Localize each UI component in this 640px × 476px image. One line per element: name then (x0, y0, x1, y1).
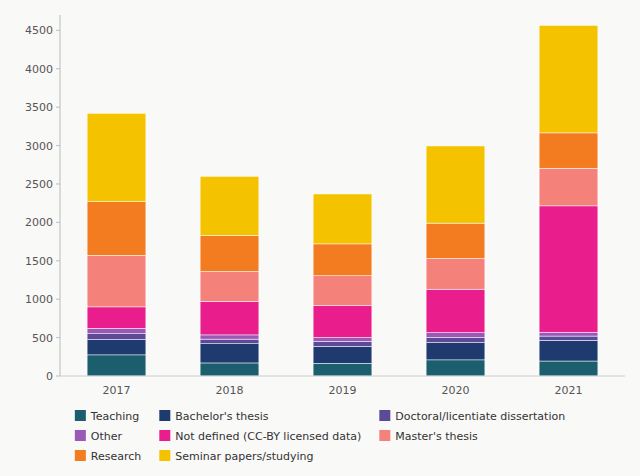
bar-segment (313, 244, 372, 276)
y-tick (56, 68, 60, 69)
y-tick (56, 337, 60, 338)
y-tick-label: 2500 (25, 178, 53, 191)
bar-segment (426, 343, 485, 360)
legend-item: Seminar papers/studying (159, 450, 313, 463)
x-axis: 2017 2018 2019 2020 2021 (60, 376, 625, 397)
bar-segment (200, 301, 259, 334)
bar-segment (200, 344, 259, 363)
legend-label: Master's thesis (395, 430, 478, 443)
y-tick-label: 0 (46, 370, 53, 383)
bar-segment (200, 363, 259, 376)
legend-label: Bachelor's thesis (175, 410, 268, 423)
legend-label: Other (91, 430, 123, 443)
bar-segment (539, 25, 598, 133)
bar-segment (426, 146, 485, 223)
bar-segment (87, 113, 146, 201)
bar-segment (426, 333, 485, 338)
legend-label: Teaching (90, 410, 139, 423)
bar-segment (87, 307, 146, 329)
legend-swatch (159, 450, 170, 461)
bars (87, 25, 598, 376)
legend-label: Seminar papers/studying (175, 450, 313, 463)
legend-item: Other (75, 430, 123, 443)
bar-segment (539, 133, 598, 168)
legend-label: Doctoral/licentiate dissertation (395, 410, 565, 423)
bar-segment (200, 339, 259, 344)
x-tick-label: 2021 (555, 384, 583, 397)
y-tick-label: 4000 (25, 63, 53, 76)
bar-segment (426, 338, 485, 343)
legend-item: Bachelor's thesis (159, 410, 268, 423)
y-tick (56, 30, 60, 31)
bar-segment (539, 168, 598, 206)
y-tick-label: 1000 (25, 293, 53, 306)
bar-segment (200, 235, 259, 271)
x-tick-label: 2020 (442, 384, 470, 397)
bar-segment (87, 202, 146, 256)
legend-label: Not defined (CC-BY licensed data) (175, 430, 361, 443)
y-tick (56, 183, 60, 184)
bar-segment (539, 336, 598, 340)
legend-item: Teaching (75, 410, 139, 423)
bar-segment (313, 346, 372, 363)
bar-segment (426, 223, 485, 258)
legend-item: Master's thesis (379, 430, 478, 443)
legend-swatch (379, 430, 390, 441)
legend-swatch (75, 410, 86, 421)
bar-segment (200, 272, 259, 302)
x-tick-label: 2017 (103, 384, 131, 397)
bar-segment (200, 176, 259, 235)
bar-segment (87, 255, 146, 306)
y-tick (56, 376, 60, 377)
legend-swatch (75, 430, 86, 441)
legend-swatch (379, 410, 390, 421)
legend-item: Doctoral/licentiate dissertation (379, 410, 565, 423)
bar-segment (539, 206, 598, 332)
y-tick (56, 222, 60, 223)
legend-item: Research (75, 450, 141, 463)
legend-item: Not defined (CC-BY licensed data) (159, 430, 361, 443)
y-tick-label: 1500 (25, 255, 53, 268)
bar-segment (87, 334, 146, 340)
bar-segment (426, 289, 485, 332)
bar-segment (313, 363, 372, 376)
bar-segment (539, 361, 598, 376)
bar-segment (313, 338, 372, 342)
y-tick-label: 3000 (25, 140, 53, 153)
bar-segment (313, 194, 372, 244)
chart: 0 500 1000 1500 2000 2500 3000 3500 4000 4500 2017… (0, 0, 640, 476)
x-tick-label: 2018 (216, 384, 244, 397)
x-tick-label: 2019 (329, 384, 357, 397)
bar-segment (313, 306, 372, 338)
bar-segment (539, 332, 598, 336)
bar-segment (426, 360, 485, 376)
bar-segment (87, 328, 146, 333)
y-tick-label: 500 (32, 332, 53, 345)
x-axis-line (60, 376, 625, 377)
bar-segment (200, 335, 259, 339)
bar-segment (313, 276, 372, 306)
legend-swatch (159, 410, 170, 421)
y-tick (56, 107, 60, 108)
y-tick (56, 145, 60, 146)
bar-segment (313, 341, 372, 346)
bar-segment (87, 340, 146, 355)
legend-swatch (75, 450, 86, 461)
bar-segment (426, 258, 485, 289)
y-tick-label: 2000 (25, 216, 53, 229)
y-tick (56, 260, 60, 261)
legend: Teaching Bachelor's thesis Doctoral/licent… (75, 410, 565, 463)
y-axis: 0 500 1000 1500 2000 2500 3000 3500 4000 4500 (25, 15, 60, 383)
y-tick-label: 3500 (25, 101, 53, 114)
legend-swatch (159, 430, 170, 441)
y-tick-label: 4500 (25, 24, 53, 37)
legend-label: Research (91, 450, 141, 463)
bar-segment (87, 355, 146, 376)
bar-segment (539, 340, 598, 361)
y-tick (56, 299, 60, 300)
